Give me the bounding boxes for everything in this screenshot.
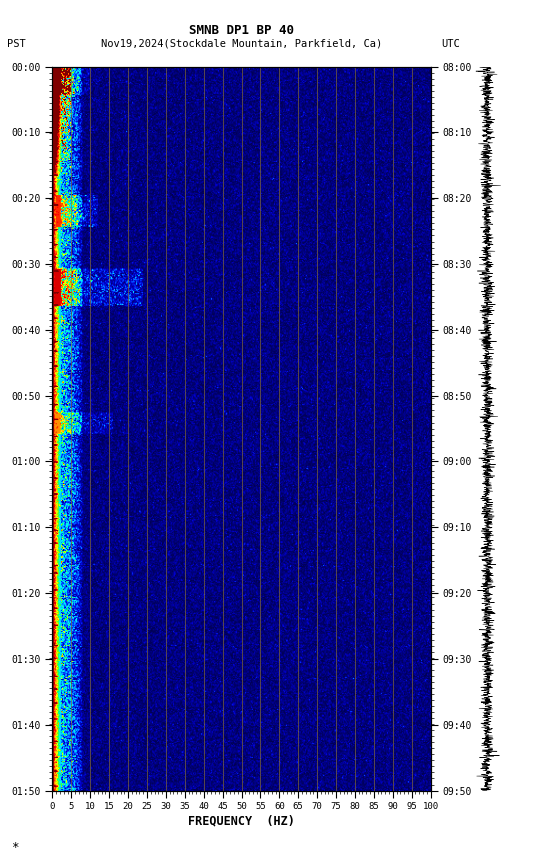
- Text: *: *: [11, 841, 19, 854]
- Text: UTC: UTC: [442, 39, 460, 49]
- X-axis label: FREQUENCY  (HZ): FREQUENCY (HZ): [188, 814, 295, 827]
- Text: Nov19,2024(Stockdale Mountain, Parkfield, Ca): Nov19,2024(Stockdale Mountain, Parkfield…: [100, 39, 382, 49]
- Text: PST: PST: [7, 39, 26, 49]
- Text: SMNB DP1 BP 40: SMNB DP1 BP 40: [189, 24, 294, 37]
